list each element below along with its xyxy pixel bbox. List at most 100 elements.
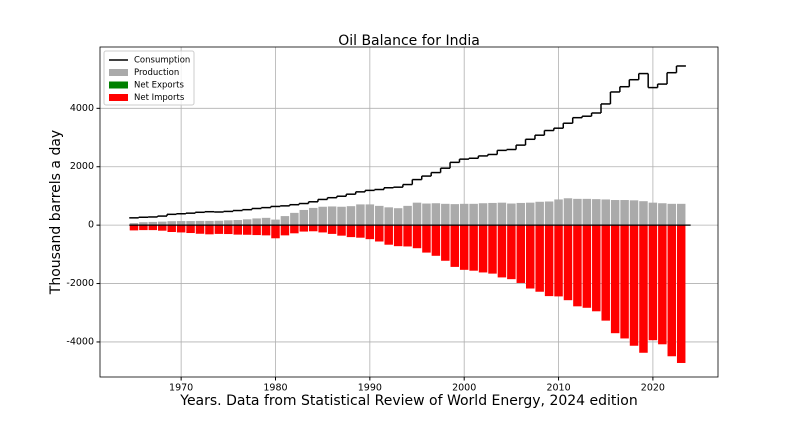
bar — [139, 225, 148, 231]
x-tick-label: 2010 — [546, 383, 570, 394]
bar — [676, 203, 686, 226]
bar — [676, 225, 686, 363]
bar — [346, 206, 356, 226]
bar — [601, 225, 610, 321]
bar — [327, 225, 337, 234]
bar — [393, 208, 403, 226]
bar — [592, 199, 601, 226]
bar — [375, 225, 384, 242]
bar — [658, 203, 667, 226]
x-axis-label: Years. Data from Statistical Review of W… — [179, 393, 637, 409]
bar — [403, 225, 412, 247]
bar — [601, 199, 610, 226]
bar — [271, 219, 280, 226]
legend-label: Net Exports — [134, 81, 184, 91]
bar — [431, 225, 441, 256]
bar — [544, 225, 554, 297]
legend-swatch — [109, 94, 128, 101]
bar — [573, 225, 582, 307]
x-tick-label: 1970 — [169, 383, 193, 394]
bar — [516, 202, 526, 226]
bar — [139, 222, 148, 226]
bar — [318, 225, 327, 233]
bar — [563, 198, 573, 226]
bar — [563, 225, 573, 301]
bar — [148, 225, 158, 231]
bar — [459, 225, 469, 270]
bar — [224, 225, 233, 235]
bar — [478, 203, 488, 226]
bar — [639, 225, 648, 353]
bar — [648, 225, 658, 341]
bar — [667, 225, 677, 357]
bar — [610, 200, 620, 226]
bar — [658, 225, 667, 345]
bar — [554, 225, 563, 297]
bar — [195, 220, 205, 226]
bar — [224, 220, 233, 226]
bar — [375, 205, 384, 226]
y-axis-label: Thousand barrels a day — [48, 130, 64, 295]
bar — [639, 201, 648, 226]
y-tick-label: -4000 — [66, 336, 94, 347]
bar — [544, 201, 554, 226]
bar — [667, 203, 677, 226]
bar — [280, 216, 290, 226]
bar — [148, 221, 158, 226]
legend-box — [103, 50, 195, 106]
legend-label: Production — [134, 68, 179, 78]
bar — [271, 225, 280, 239]
bar — [431, 203, 441, 226]
bar — [337, 225, 346, 236]
legend-swatch — [109, 81, 128, 89]
x-tick-label: 1980 — [263, 383, 287, 394]
bar — [488, 202, 497, 226]
bar — [422, 203, 431, 226]
bar — [497, 225, 507, 278]
bar — [525, 202, 535, 226]
bar — [365, 225, 375, 240]
bar — [129, 223, 139, 226]
bar — [620, 200, 629, 226]
bar — [507, 203, 516, 226]
y-tick-label: 4000 — [70, 103, 94, 114]
x-tick-label: 2020 — [641, 383, 665, 394]
bar — [214, 220, 224, 226]
bar — [176, 225, 186, 233]
bar — [129, 225, 139, 231]
bar — [242, 219, 252, 226]
bar — [403, 205, 412, 226]
bar — [393, 225, 403, 247]
bar — [346, 225, 356, 238]
bar — [261, 225, 271, 236]
bar — [158, 225, 167, 231]
y-tick-label: -2000 — [66, 278, 94, 289]
bar — [252, 225, 261, 236]
chart-title: Oil Balance for India — [338, 33, 480, 49]
bar — [610, 225, 620, 334]
bar — [525, 225, 535, 289]
legend-swatch — [109, 69, 128, 76]
bar — [233, 225, 242, 235]
bar — [497, 202, 507, 226]
bar — [290, 225, 299, 234]
bar — [318, 206, 327, 226]
bar — [469, 225, 478, 271]
bar — [620, 225, 629, 339]
bar — [648, 202, 658, 226]
bar — [356, 225, 365, 238]
bar — [280, 225, 290, 236]
bar — [290, 212, 299, 226]
bar — [167, 221, 176, 226]
bar — [412, 202, 422, 226]
bar — [158, 221, 167, 226]
bar — [195, 225, 205, 234]
legend-label: Net Imports — [134, 93, 185, 103]
bar — [478, 225, 488, 273]
bar — [365, 204, 375, 226]
bar — [214, 225, 224, 234]
bar — [554, 199, 563, 226]
bar — [205, 220, 214, 226]
bar — [441, 225, 450, 261]
bar — [582, 225, 592, 308]
